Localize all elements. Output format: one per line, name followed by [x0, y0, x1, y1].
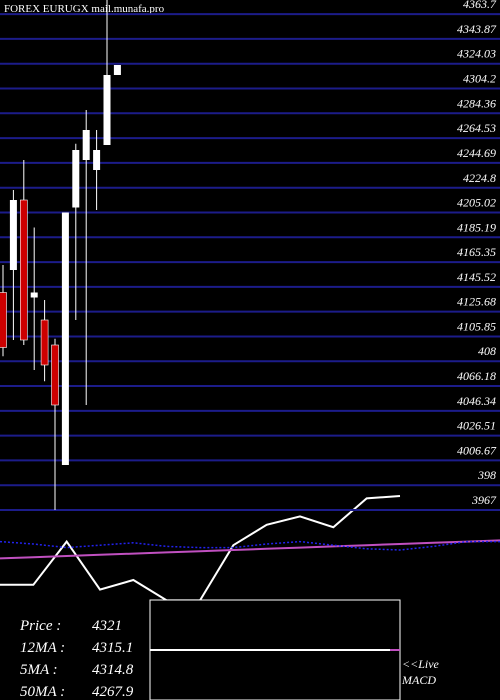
- y-tick-label: 4343.87: [457, 22, 497, 36]
- y-tick-label: 3967: [471, 493, 497, 507]
- candle-body: [113, 65, 121, 75]
- candle-body: [51, 344, 59, 406]
- y-tick-label: 4145.52: [457, 270, 496, 284]
- stat-label: 5MA :: [20, 662, 58, 678]
- candle-body: [9, 200, 17, 270]
- candle-body: [82, 130, 90, 160]
- candle-body: [61, 212, 69, 465]
- stat-label: Price :: [19, 618, 61, 634]
- y-tick-label: 4284.36: [457, 96, 496, 110]
- y-tick-label: 4125.68: [457, 295, 496, 309]
- y-tick-label: 4244.69: [457, 146, 496, 160]
- y-tick-label: 4165.35: [457, 245, 496, 259]
- header: FOREX EURUGX mail.munafa.pro: [4, 3, 165, 15]
- stat-label: 50MA :: [20, 684, 65, 700]
- candle-body: [93, 150, 101, 170]
- y-tick-label: 4066.18: [457, 369, 496, 383]
- indicator-line: [0, 539, 500, 560]
- y-tick-label: 4046.34: [457, 394, 496, 408]
- y-tick-label: 4105.85: [457, 319, 496, 333]
- candle-body: [0, 292, 7, 348]
- y-tick-label: 408: [478, 344, 496, 358]
- y-tick-label: 4185.19: [457, 220, 496, 234]
- stat-value: 4315.1: [92, 640, 133, 656]
- y-tick-label: 4006.67: [457, 443, 497, 457]
- candle-body: [19, 199, 28, 341]
- annotation: MACD: [401, 673, 436, 687]
- y-tick-label: 4264.53: [457, 121, 496, 135]
- y-tick-label: 4205.02: [457, 195, 496, 209]
- stat-label: 12MA :: [20, 640, 65, 656]
- candle-body: [103, 75, 111, 145]
- y-tick-label: 4224.8: [463, 171, 496, 185]
- stat-value: 4267.9: [92, 684, 134, 700]
- y-tick-label: 4324.03: [457, 47, 496, 61]
- y-tick-label: 398: [477, 468, 496, 482]
- candle-body: [30, 292, 38, 298]
- y-tick-label: 4304.2: [463, 72, 496, 86]
- candle-body: [72, 150, 80, 208]
- stat-value: 4321: [92, 618, 122, 634]
- y-tick-label: 4026.51: [457, 419, 496, 433]
- y-tick-label: 4363.7: [463, 0, 497, 11]
- stat-value: 4314.8: [92, 662, 134, 678]
- candle-body: [40, 319, 49, 366]
- annotation: <<Live: [402, 657, 440, 671]
